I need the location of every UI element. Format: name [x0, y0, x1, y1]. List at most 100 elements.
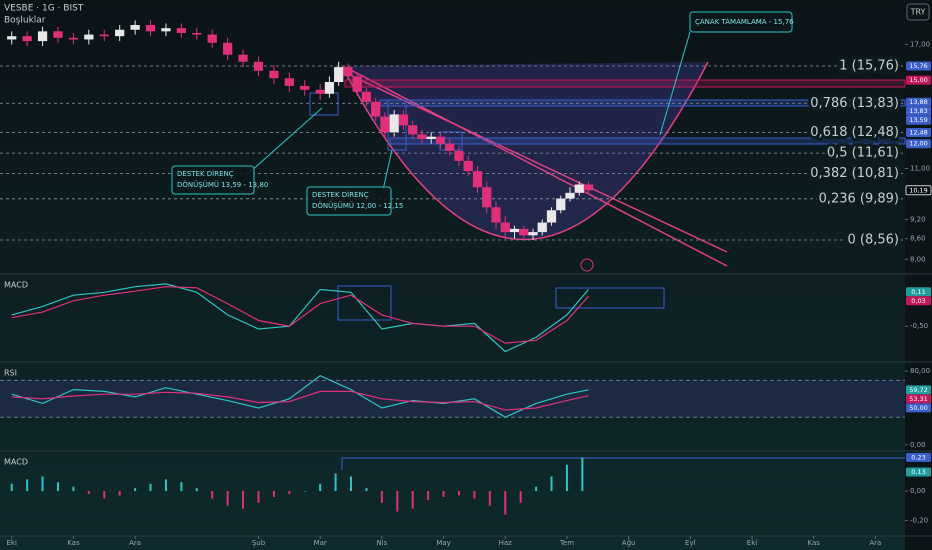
candle-body	[84, 34, 94, 40]
candle-body	[528, 232, 538, 236]
annotation-box	[171, 165, 255, 195]
candle-body	[519, 228, 529, 236]
histogram-bar	[272, 491, 275, 497]
price-badge-label: 0,23	[911, 453, 925, 461]
resistance-zone	[389, 137, 906, 145]
histogram-bar	[550, 476, 553, 492]
histogram-bar	[211, 491, 214, 499]
price-badge	[906, 287, 931, 297]
candle-body	[556, 198, 566, 211]
histogram-bar	[319, 483, 322, 492]
y-tick-label: -0,50	[910, 322, 928, 330]
candle-body	[426, 136, 436, 139]
y-tick-label: 8,00	[910, 255, 926, 263]
candle-body	[207, 34, 217, 43]
currency[interactable]: TRY	[910, 8, 926, 17]
y-tick-label: 0,00	[910, 487, 926, 495]
histogram-bar	[41, 476, 44, 492]
histogram-bar	[87, 491, 90, 494]
indicator-line	[11, 390, 589, 411]
histogram-bar	[581, 457, 584, 492]
price-badge-label: 59,72	[909, 386, 928, 394]
currency-box[interactable]	[906, 3, 930, 21]
candle-body	[500, 222, 510, 233]
histogram-bar	[118, 491, 121, 496]
x-tick-label: Eyl	[685, 539, 696, 547]
histogram-bar	[242, 491, 245, 509]
histogram-bar	[504, 491, 507, 515]
candle-body	[583, 184, 594, 191]
price-badge-label: 0,11	[911, 288, 925, 296]
candle-body	[454, 150, 464, 161]
indicator-line	[11, 375, 589, 418]
candle-body	[398, 114, 409, 126]
x-tick-label: Eki	[7, 539, 17, 547]
candle-body	[176, 28, 186, 33]
x-tick-label: Ara	[129, 539, 141, 547]
candle-body	[361, 91, 372, 102]
histogram-bar	[411, 491, 414, 509]
price-badge-label: 13,88	[909, 98, 928, 106]
candle-body	[334, 67, 344, 83]
price-badge-label: 15,00	[909, 76, 928, 84]
price-badge	[905, 185, 932, 196]
x-tick-label: May	[436, 539, 450, 547]
y-tick-label: 0,00	[910, 441, 926, 449]
annotation-text: DESTEK DİRENÇ	[312, 190, 369, 199]
histogram-bar	[488, 491, 491, 506]
level-label: 0,382 (10,81)	[810, 166, 899, 181]
price-badge	[906, 452, 931, 462]
candle-body	[389, 114, 399, 133]
candle-body	[417, 134, 427, 139]
histogram-bar	[427, 491, 430, 500]
price-badge	[906, 61, 931, 71]
histogram-bar	[380, 491, 383, 503]
x-tick-label: Nis	[376, 539, 387, 547]
histogram-bar	[442, 491, 445, 497]
panel-title: RSI	[4, 369, 17, 378]
candle-body	[300, 85, 310, 90]
histogram-bar	[457, 491, 460, 496]
candle-body	[574, 184, 584, 193]
histogram-bar	[519, 491, 522, 503]
connector	[659, 31, 691, 136]
x-tick-label: Kas	[807, 539, 820, 547]
level-label: 0,618 (12,48)	[810, 125, 899, 140]
y-tick-label: -0,20	[910, 516, 928, 524]
candle-body	[491, 207, 501, 223]
candle-body	[115, 29, 125, 37]
histogram-bar	[164, 479, 167, 492]
candle-body	[53, 31, 63, 38]
candle-body	[408, 125, 418, 135]
histogram-bar	[72, 486, 75, 492]
x-tick-label: Eki	[747, 539, 757, 547]
histogram-bar	[535, 486, 538, 492]
trend-line	[351, 75, 728, 253]
subtitle: Boşluklar	[4, 16, 46, 26]
band-fill	[0, 380, 905, 418]
x-tick-label: Haz	[499, 539, 513, 547]
indicator-line	[11, 286, 589, 344]
histogram-bar	[134, 488, 137, 492]
candle-body	[343, 67, 353, 77]
price-badge-label: 13,83	[909, 107, 928, 115]
level-label: 1 (15,76)	[839, 59, 899, 74]
x-tick-label: Şub	[252, 539, 266, 547]
x-tick-label: Tem	[559, 539, 574, 547]
histogram-bar	[257, 491, 260, 503]
histogram-bar	[180, 482, 183, 492]
candle-body	[537, 222, 547, 233]
connector	[382, 149, 393, 191]
level-label: 0,786 (13,83)	[810, 96, 899, 111]
price-badge-label: 0,13	[911, 468, 925, 476]
zone-box	[555, 287, 665, 309]
price-badge-label: 12,00	[909, 140, 928, 148]
panel-title: MACD	[4, 458, 28, 467]
level-label: 0,236 (9,89)	[819, 191, 899, 206]
x-tick-label: Kas	[67, 539, 80, 547]
price-badge	[906, 115, 931, 125]
price-badge	[906, 385, 931, 395]
candle-body	[22, 36, 32, 42]
histogram-bar	[473, 491, 476, 499]
